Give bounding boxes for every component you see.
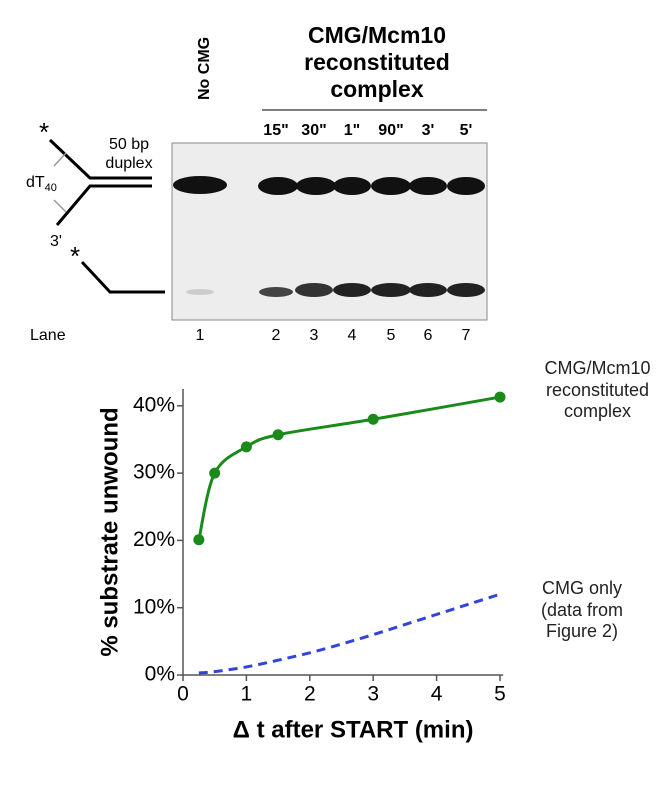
lane-number: 4 — [348, 327, 357, 344]
time-label: 3' — [422, 122, 435, 139]
loop-marks — [53, 152, 67, 213]
lane-number: 3 — [310, 327, 319, 344]
complex-label: CMG/Mcm10 reconstituted complex — [304, 22, 450, 103]
end-label: 3' — [50, 233, 62, 250]
series-line — [197, 395, 501, 541]
y-tick-label: 0% — [145, 663, 175, 686]
x-axis-label: Δ t after START (min) — [233, 716, 474, 743]
x-tick-label: 1 — [241, 683, 253, 706]
data-point — [367, 413, 379, 425]
lane-number: 6 — [424, 327, 433, 344]
lane-number: 1 — [196, 327, 205, 344]
star: * — [39, 117, 49, 147]
y-axis-label: % substrate unwound — [96, 407, 123, 656]
duplex-label: 50 bp duplex — [105, 136, 153, 173]
loop-text: dT — [26, 174, 45, 191]
time-label: 1" — [344, 122, 360, 139]
time-label: 90" — [378, 122, 403, 139]
gel-bands — [173, 176, 485, 297]
series-label: CMG only (data from Figure 2) — [540, 578, 624, 642]
data-point — [240, 441, 252, 453]
data-point — [193, 534, 205, 546]
data-point — [209, 467, 221, 479]
loop-subscript: 40 — [45, 182, 57, 194]
x-tick-label: 5 — [494, 683, 506, 706]
data-point — [272, 429, 284, 441]
y-tick-label: 20% — [133, 528, 175, 551]
series-label: CMG/Mcm10 reconstituted complex — [544, 358, 651, 422]
star: * — [70, 241, 80, 271]
time-label: 15" — [263, 122, 288, 139]
substrate-diagram — [48, 138, 165, 294]
time-label: 30" — [301, 122, 326, 139]
y-tick-label: 30% — [133, 461, 175, 484]
y-tick-label: 10% — [133, 595, 175, 618]
y-tick-label: 40% — [133, 393, 175, 416]
lane-number: 5 — [387, 327, 396, 344]
no-enzyme-label: No CMG — [196, 37, 213, 100]
lane-header: Lane — [30, 327, 66, 344]
x-tick-label: 0 — [177, 683, 189, 706]
x-tick-label: 3 — [367, 683, 379, 706]
lane-number: 2 — [272, 327, 281, 344]
data-point — [494, 391, 506, 403]
x-tick-label: 2 — [304, 683, 316, 706]
lane-number: 7 — [462, 327, 471, 344]
x-tick-label: 4 — [431, 683, 443, 706]
loop-label: dT40 — [26, 174, 57, 194]
time-label: 5' — [460, 122, 473, 139]
series-line — [198, 592, 501, 675]
